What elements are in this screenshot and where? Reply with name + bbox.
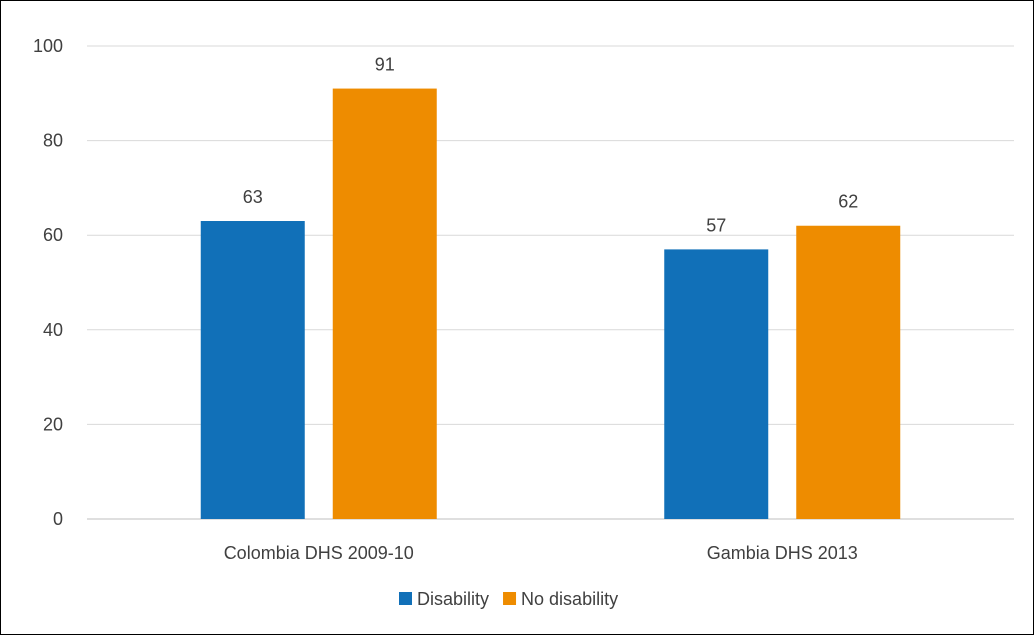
data-label: 57 <box>706 215 726 235</box>
legend-swatch <box>399 592 412 605</box>
y-tick-label: 20 <box>43 414 63 434</box>
legend-swatch <box>503 592 517 605</box>
data-label: 91 <box>375 55 395 75</box>
data-label: 63 <box>243 187 263 207</box>
bar <box>332 88 437 519</box>
y-tick-label: 0 <box>53 509 63 529</box>
bar <box>664 249 769 519</box>
y-tick-label: 80 <box>43 131 63 151</box>
bar <box>796 225 901 520</box>
x-tick-label: Gambia DHS 2013 <box>707 543 858 563</box>
legend-label: Disability <box>417 589 489 609</box>
y-tick-label: 100 <box>33 36 63 56</box>
y-tick-label: 60 <box>43 225 63 245</box>
x-tick-label: Colombia DHS 2009-10 <box>224 543 414 563</box>
data-label: 62 <box>838 192 858 212</box>
y-tick-label: 40 <box>43 320 63 340</box>
bar <box>200 221 305 519</box>
legend-label: No disability <box>521 589 618 609</box>
